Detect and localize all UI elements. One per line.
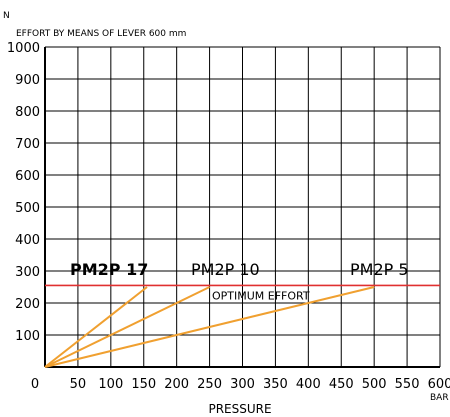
x-tick-label: 0 xyxy=(31,377,39,392)
x-tick-label: 200 xyxy=(164,377,189,392)
y-tick-labels: 100 200 300 400 500 600 700 800 900 1000 xyxy=(7,41,40,344)
y-unit-label: N xyxy=(3,11,10,21)
x-tick-label: 500 xyxy=(362,377,387,392)
x-tick-label: 100 xyxy=(98,377,123,392)
y-tick-label: 1000 xyxy=(7,41,40,56)
x-tick-label: 350 xyxy=(263,377,288,392)
y-tick-label: 600 xyxy=(15,169,40,184)
series-line-pm2p-5 xyxy=(44,286,375,368)
x-tick-label: 400 xyxy=(296,377,321,392)
x-axis-label: PRESSURE xyxy=(208,402,271,416)
x-tick-label: 450 xyxy=(329,377,354,392)
series-label-pm2p-5: PM2P 5 xyxy=(350,260,409,279)
x-tick-label: 250 xyxy=(197,377,222,392)
chart-title: EFFORT BY MEANS OF LEVER 600 mm xyxy=(16,29,186,39)
series-label-pm2p-17: PM2P 17 xyxy=(70,260,148,279)
series-label-pm2p-10: PM2P 10 xyxy=(191,260,260,279)
optimum-effort-label: OPTIMUM EFFORT xyxy=(212,289,310,302)
y-tick-label: 700 xyxy=(15,137,40,152)
series-line-pm2p-10 xyxy=(44,286,211,368)
y-tick-label: 400 xyxy=(15,233,40,248)
y-tick-label: 900 xyxy=(15,73,40,88)
x-tick-labels: 0 50 100 150 200 250 300 350 400 450 500 550 600 xyxy=(31,377,450,392)
x-tick-label: 300 xyxy=(230,377,255,392)
x-tick-label: 50 xyxy=(70,377,87,392)
y-tick-label: 100 xyxy=(15,329,40,344)
x-tick-label: 150 xyxy=(131,377,156,392)
y-tick-label: 500 xyxy=(15,201,40,216)
y-tick-label: 300 xyxy=(15,265,40,280)
x-unit-label: BAR xyxy=(430,393,449,403)
x-tick-label: 600 xyxy=(428,377,450,392)
x-tick-label: 550 xyxy=(395,377,420,392)
series-lines xyxy=(44,286,375,368)
series-line-pm2p-17 xyxy=(44,286,148,368)
y-tick-label: 800 xyxy=(15,105,40,120)
y-tick-label: 200 xyxy=(15,297,40,312)
grid-lines xyxy=(44,46,441,368)
